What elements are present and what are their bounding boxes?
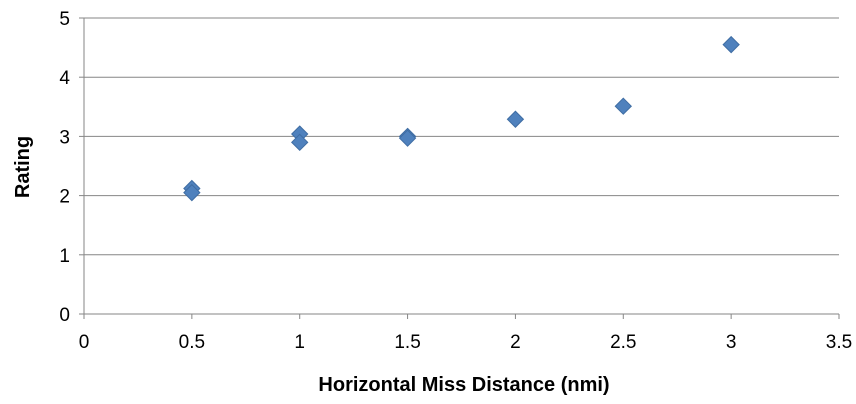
- y-tick-label: 4: [59, 68, 70, 89]
- x-tick-label: 0.5: [179, 332, 205, 353]
- y-tick-label: 1: [59, 246, 70, 267]
- y-tick-label: 5: [59, 9, 70, 30]
- gridlines: [84, 17, 839, 256]
- y-tick-label: 3: [59, 127, 70, 148]
- data-point-6: [506, 110, 525, 128]
- data-point-8: [722, 35, 740, 54]
- x-tick-label: 3.5: [826, 332, 852, 353]
- data-points: [183, 35, 740, 202]
- x-tick-label: 0: [79, 332, 90, 353]
- data-point-3: [291, 133, 309, 152]
- data-point-1: [183, 183, 201, 202]
- x-tick-label: 1: [294, 332, 305, 353]
- x-tick-label: 2: [510, 332, 521, 353]
- x-axis-title: Horizontal Miss Distance (nmi): [318, 374, 609, 396]
- y-tick-labels: 0 1 2 3 4 5: [59, 9, 70, 326]
- x-tick-label: 1.5: [394, 332, 420, 353]
- y-tick-label: 0: [59, 305, 70, 326]
- x-tick-label: 2.5: [610, 332, 636, 353]
- data-point-5: [398, 129, 417, 147]
- data-point-7: [614, 97, 632, 115]
- x-tick-label: 3: [726, 332, 737, 353]
- x-tick-labels: 0 0.5 1 1.5 2 2.5 3 3.5: [79, 332, 853, 353]
- axes: [79, 17, 840, 319]
- y-axis-title: Rating: [12, 136, 34, 198]
- y-tick-label: 2: [59, 187, 70, 208]
